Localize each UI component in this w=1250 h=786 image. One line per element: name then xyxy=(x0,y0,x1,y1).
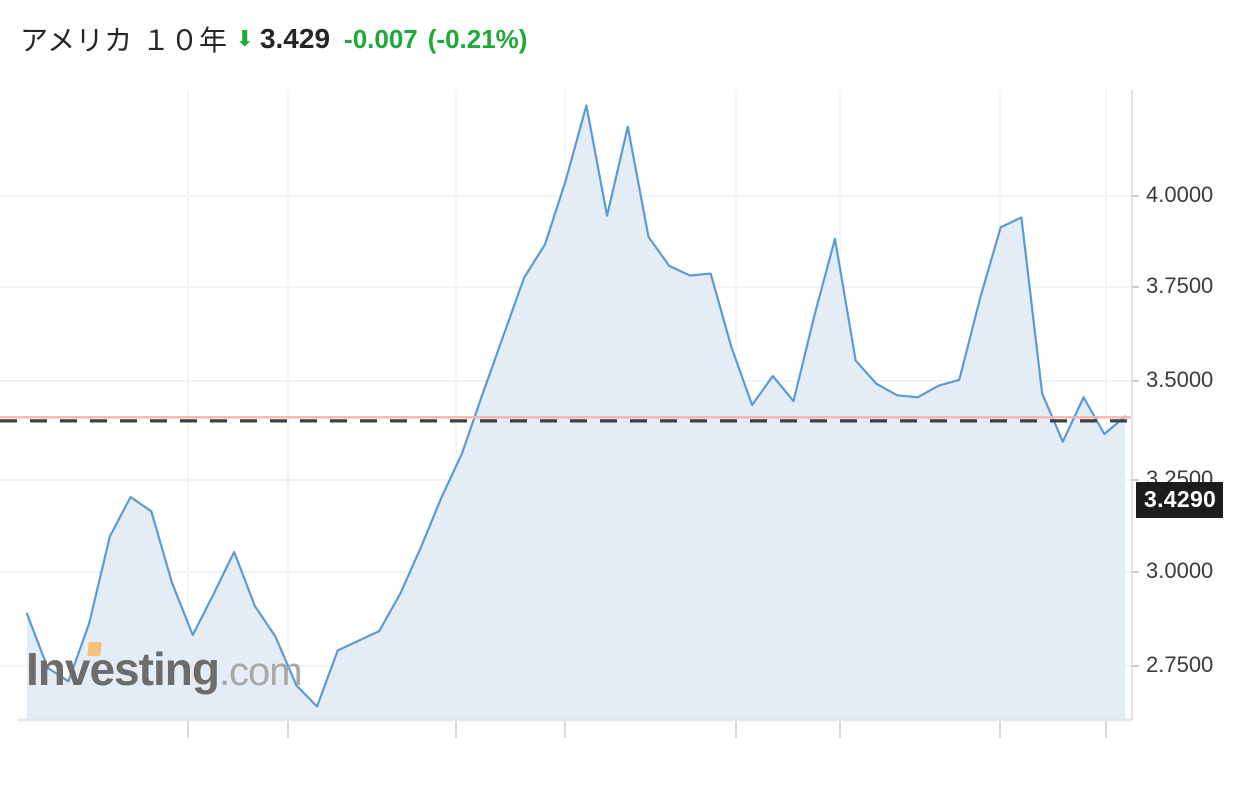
quote-header: アメリカ １０年 ⬇ 3.429 -0.007 (-0.21%) xyxy=(0,0,1250,78)
y-axis-label: 4.0000 xyxy=(1146,182,1214,207)
last-price: 3.429 xyxy=(259,23,331,54)
price-chart[interactable]: Investing .com 4.0000 3.7500 3.5000 3.2500 3.… xyxy=(0,78,1250,786)
chart-canvas xyxy=(0,78,1250,786)
y-axis-label: 3.0000 xyxy=(1146,558,1214,583)
y-axis-label: 3.7500 xyxy=(1146,273,1214,298)
y-axis-label: 3.5000 xyxy=(1146,367,1214,392)
page-title: アメリカ １０年 xyxy=(20,24,228,57)
arrow-down-icon: ⬇ xyxy=(235,26,254,51)
change-percent: (-0.21%) xyxy=(427,23,528,54)
x-axis-ticks xyxy=(187,721,1107,738)
last-price-badge: 3.4290 xyxy=(1136,481,1224,518)
area-fill xyxy=(27,105,1125,720)
series-line xyxy=(25,104,1127,708)
y-axis-label: 2.7500 xyxy=(1146,652,1214,677)
y-axis-ticks xyxy=(1132,195,1139,667)
change-absolute: -0.007 xyxy=(344,23,418,54)
